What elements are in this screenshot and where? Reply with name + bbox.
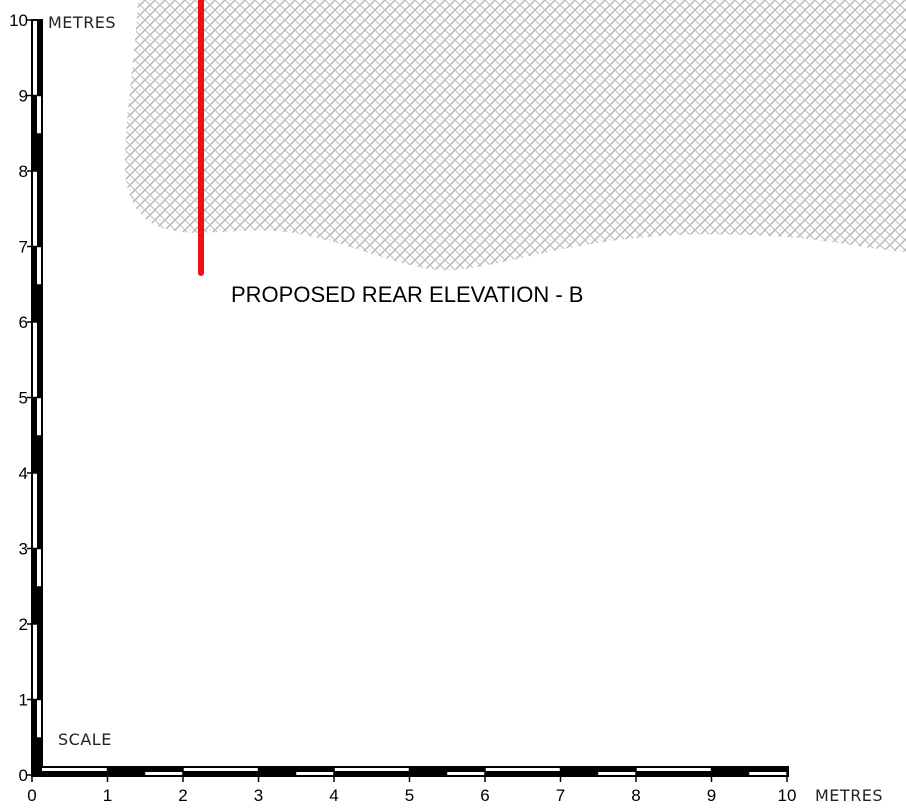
horizontal-scale-segment [409,767,485,772]
horizontal-scale-segment [107,771,146,776]
vertical-scale-segment [37,624,42,700]
horizontal-scale-segment [636,771,712,776]
vertical-scale-segment [37,473,42,549]
vertical-scale-segment [37,322,42,398]
y-tick-label: 9 [19,87,28,106]
y-tick-label: 6 [19,313,28,332]
x-tick-label: 10 [778,786,797,805]
drawing-title: PROPOSED REAR ELEVATION - B [231,282,583,307]
x-tick-label: 9 [707,786,716,805]
x-tick-label: 5 [405,786,414,805]
vertical-scale-segment [37,737,42,775]
y-tick-label: 4 [19,464,28,483]
y-axis-unit-label: METRES [48,13,116,32]
x-tick-label: 4 [329,786,338,805]
y-tick-label: 0 [19,766,28,785]
vertical-scale-segment [37,284,42,322]
vertical-scale-segment [32,548,37,624]
horizontal-scale-segment [485,771,561,776]
x-tick-label: 0 [27,786,36,805]
horizontal-scale-segment [409,771,448,776]
x-tick-label: 2 [178,786,187,805]
vertical-scale-segment [32,95,37,171]
y-tick-label: 3 [19,540,28,559]
y-tick-label: 8 [19,162,28,181]
x-tick-label: 1 [103,786,112,805]
horizontal-scale-segment [258,767,334,772]
x-tick-label: 3 [254,786,263,805]
horizontal-scale-segment [711,767,787,772]
x-tick-label: 8 [631,786,640,805]
y-tick-label: 10 [9,11,28,30]
vertical-scale-segment [32,397,37,473]
y-tick-label: 7 [19,238,28,257]
hatched-background-region [125,0,906,271]
x-tick-label: 7 [556,786,565,805]
x-axis-unit-label: METRES [815,786,883,805]
horizontal-scale-segment [107,767,183,772]
vertical-scale-segment [37,586,42,624]
y-tick-label: 5 [19,389,28,408]
y-tick-label: 1 [19,691,28,710]
vertical-scale-segment [32,246,37,322]
vertical-scale-segment [37,435,42,473]
horizontal-scale-segment [334,771,410,776]
vertical-scale-segment [32,699,37,775]
horizontal-scale-segment [32,771,108,776]
vertical-scale-segment [37,133,42,171]
horizontal-scale-segment [711,771,750,776]
x-tick-label: 6 [480,786,489,805]
horizontal-scale-segment [183,771,259,776]
scale-label: SCALE [58,730,112,749]
vertical-scale-segment [37,171,42,247]
horizontal-scale-segment [258,771,297,776]
y-tick-label: 2 [19,615,28,634]
vertical-scale-segment [37,20,42,96]
horizontal-scale-segment [560,771,599,776]
horizontal-scale-segment [560,767,636,772]
